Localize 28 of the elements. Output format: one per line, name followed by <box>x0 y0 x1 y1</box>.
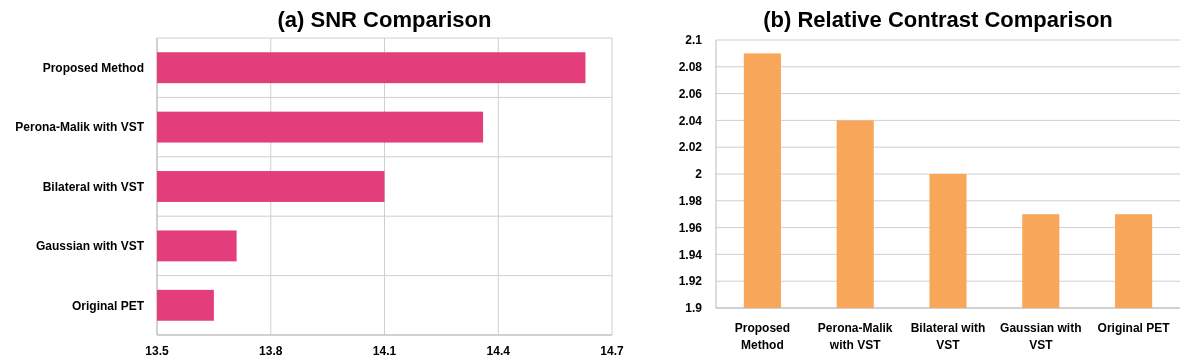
y-tick-label: 1.9 <box>685 301 703 316</box>
y-tick-label: 2.08 <box>678 60 703 74</box>
y-tick-label: Gaussian with VST <box>35 239 145 254</box>
y-tick-label: 1.92 <box>678 274 703 289</box>
y-tick-label: 2.02 <box>678 140 703 155</box>
y-tick-label: 2.06 <box>678 86 703 101</box>
x-tick-label: Perona-Malik with VST <box>817 321 893 352</box>
y-tick-label: Original PET <box>71 298 145 313</box>
y-tick-label: 2 <box>695 167 703 182</box>
y-tick-label: 1.96 <box>678 220 703 235</box>
x-tick-label: 14.7 <box>600 344 624 358</box>
x-tick-label: 13.5 <box>145 344 169 358</box>
y-tick-label: 1.98 <box>678 194 703 208</box>
chart-title: (a) SNR Comparison <box>277 7 492 32</box>
x-tick-label: Original PET <box>1097 321 1171 335</box>
y-tick-label: 2.1 <box>685 33 703 48</box>
chart-title: (b) Relative Contrast Comparison <box>763 7 1113 32</box>
x-tick-label: 14.4 <box>486 344 511 358</box>
y-tick-label: Perona-Malik with VST <box>15 120 145 135</box>
x-tick-label: Gaussian with VST <box>1000 321 1082 352</box>
x-tick-label: Proposed Method <box>734 321 791 352</box>
y-tick-label: Bilateral with VST <box>42 179 145 194</box>
x-tick-label: 14.1 <box>372 344 397 358</box>
x-tick-label: 13.8 <box>259 344 283 358</box>
y-tick-label: 1.94 <box>678 247 703 262</box>
x-tick-label: Bilateral with VST <box>910 321 986 352</box>
y-tick-label: 2.04 <box>678 113 703 128</box>
y-tick-label: Proposed Method <box>42 60 144 75</box>
